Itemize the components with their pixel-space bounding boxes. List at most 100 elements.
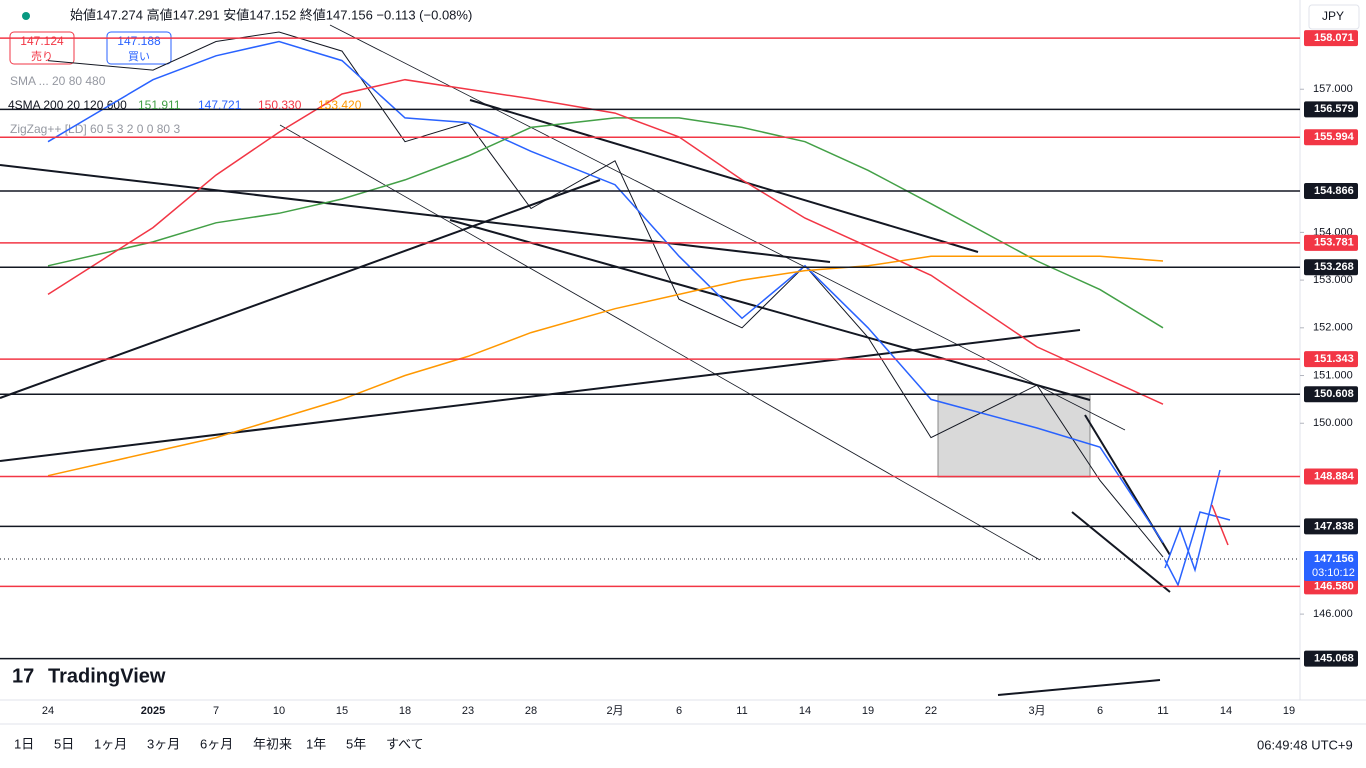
- y-tick-label: 146.000: [1313, 608, 1353, 620]
- x-tick-label: 10: [273, 705, 285, 717]
- x-tick-label: 14: [1220, 705, 1232, 717]
- legend-area: 始値147.274 高値147.291 安値147.152 終値147.156 …: [8, 4, 1360, 752]
- y-tick-label: 152.000: [1313, 322, 1353, 334]
- indicator: SMA ... 20 80 480: [10, 74, 106, 88]
- trendline: [997, 679, 1161, 696]
- level-label: 153.781: [1314, 237, 1354, 249]
- logo: TradingView: [48, 665, 166, 687]
- x-tick-label: 22: [925, 705, 937, 717]
- x-tick-label: 19: [1283, 705, 1295, 717]
- level-label: 153.268: [1314, 261, 1354, 273]
- clock: 06:49:48 UTC+9: [1257, 737, 1353, 752]
- currency-button[interactable]: [1308, 4, 1360, 30]
- y-tick-label: 157.000: [1313, 83, 1353, 95]
- range-button[interactable]: 1ヶ月: [94, 736, 127, 751]
- range-button[interactable]: 年初来: [253, 736, 292, 751]
- level-label-bg: [1304, 30, 1358, 47]
- projection: [1164, 469, 1221, 573]
- x-tick-label: 14: [799, 705, 811, 717]
- range-button[interactable]: 6ヶ月: [200, 736, 233, 751]
- level-label: 150.608: [1314, 388, 1354, 400]
- series-line: [47, 40, 1164, 543]
- level-label-bg: [1304, 650, 1358, 667]
- x-tick-label: 11: [1157, 705, 1168, 717]
- status-dot: [22, 12, 30, 20]
- x-tick-label: 15: [336, 705, 348, 717]
- level-label: 146.580: [1314, 580, 1354, 592]
- level-label: 147.838: [1314, 520, 1354, 532]
- trendline: [1071, 511, 1171, 593]
- last-price-bg: [1304, 550, 1358, 581]
- x-tick-label: 7: [213, 705, 219, 717]
- countdown: 03:10:12: [1312, 567, 1355, 579]
- series-line: [47, 117, 1164, 329]
- sma-value: 153.420: [318, 98, 362, 112]
- level-label-bg: [1304, 101, 1358, 118]
- level-label-bg: [1304, 351, 1358, 368]
- series-line: [47, 255, 1164, 477]
- range-button[interactable]: すべて: [386, 736, 424, 751]
- level-label-bg: [1304, 183, 1358, 200]
- level-label-bg: [1304, 259, 1358, 276]
- range-button[interactable]: 5日: [54, 736, 74, 751]
- level-label-bg: [1304, 129, 1358, 146]
- buy-button[interactable]: [106, 31, 172, 65]
- trendline: [0, 179, 601, 399]
- x-tick-label: 6: [1097, 705, 1103, 717]
- x-tick-label: 11: [736, 705, 747, 717]
- level-label: 148.884: [1314, 470, 1355, 482]
- x-tick-label: 18: [399, 705, 411, 717]
- y-tick-label: 153.000: [1313, 274, 1353, 286]
- x-tick-label: 2月: [606, 705, 623, 717]
- level-label: 158.071: [1314, 32, 1354, 44]
- logo-mark: 17: [12, 665, 34, 687]
- series-line: [47, 78, 1164, 405]
- level-label: 154.866: [1314, 185, 1354, 197]
- x-tick-label: 23: [462, 705, 474, 717]
- level-label: 155.994: [1314, 131, 1355, 143]
- drawings: [0, 24, 1231, 696]
- channel: [279, 124, 1041, 561]
- range-button[interactable]: 1日: [14, 736, 34, 751]
- level-label: 151.343: [1314, 353, 1354, 365]
- buy-label[interactable]: 買い: [128, 50, 150, 63]
- trendline: [0, 329, 1081, 462]
- y-tick-label: 150.000: [1313, 417, 1353, 429]
- y-tick-label: 151.000: [1313, 369, 1353, 381]
- x-tick-label: 19: [862, 705, 874, 717]
- level-label-bg: [1304, 468, 1358, 485]
- projection: [1211, 504, 1229, 546]
- x-tick-label: 6: [676, 705, 682, 717]
- series-line: [47, 31, 1164, 558]
- projection: [1164, 511, 1231, 587]
- sell-price[interactable]: 147.124: [20, 34, 64, 48]
- trendline: [449, 219, 1091, 401]
- level-label-bg: [1304, 578, 1358, 595]
- level-label-bg: [1304, 518, 1358, 535]
- x-tick-label: 28: [525, 705, 537, 717]
- level-label-bg: [1304, 386, 1358, 403]
- x-tick-label: 3月: [1028, 705, 1045, 717]
- sell-button[interactable]: [9, 31, 75, 65]
- x-tick-label: 2025: [141, 705, 165, 717]
- level-label-bg: [1304, 234, 1358, 251]
- buy-price[interactable]: 147.188: [117, 34, 161, 48]
- level-label: 145.068: [1314, 652, 1354, 664]
- indicator: ZigZag++ [LD] 60 5 3 2 0 0 80 3: [10, 122, 180, 136]
- x-tick-label: 24: [42, 705, 54, 717]
- range-button[interactable]: 1年: [306, 736, 326, 751]
- sma-value: 151.911: [138, 98, 181, 112]
- sma-value: 150.330: [258, 98, 302, 112]
- sma-value: 147.721: [198, 98, 242, 112]
- sell-label[interactable]: 売り: [31, 50, 53, 63]
- level-label: 156.579: [1314, 103, 1354, 115]
- range-button[interactable]: 3ヶ月: [147, 736, 180, 751]
- range-button[interactable]: 5年: [346, 736, 366, 751]
- currency[interactable]: JPY: [1322, 9, 1344, 23]
- trendline: [0, 164, 831, 263]
- last-price-label: 147.156: [1314, 553, 1354, 565]
- ohlc: 始値147.274 高値147.291 安値147.152 終値147.156 …: [70, 7, 472, 22]
- channel: [329, 24, 1126, 431]
